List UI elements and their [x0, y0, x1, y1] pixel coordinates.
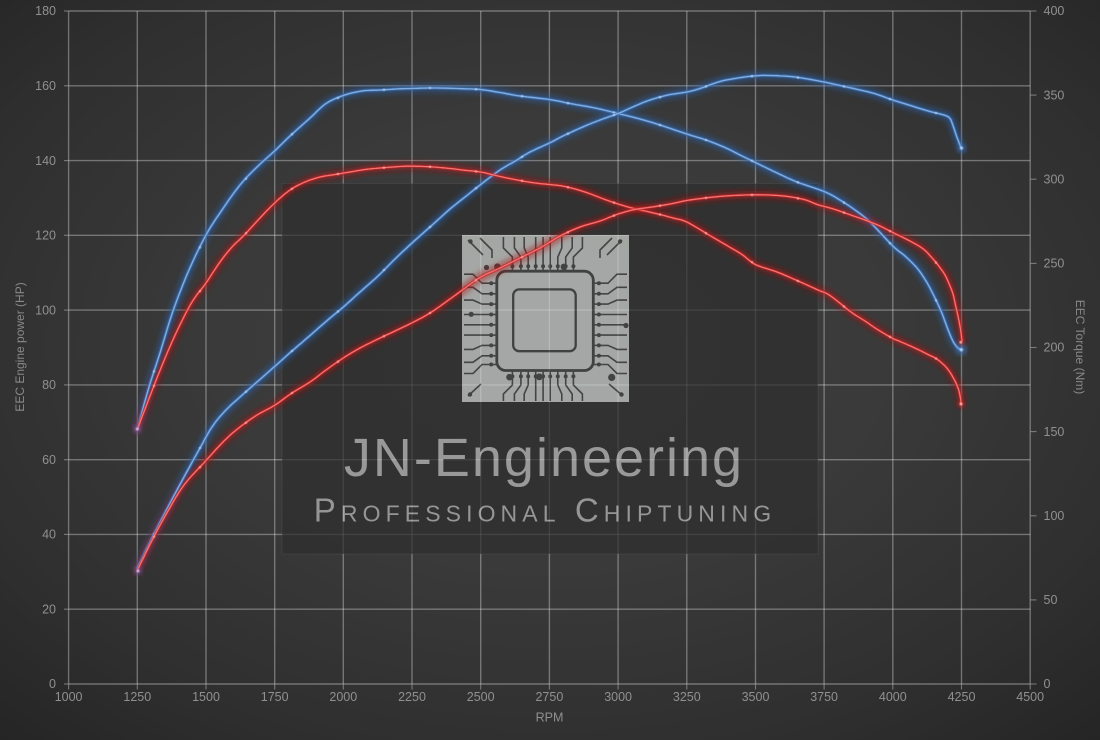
svg-text:160: 160	[35, 79, 56, 93]
svg-text:1000: 1000	[55, 690, 83, 704]
svg-text:50: 50	[1044, 593, 1058, 607]
svg-text:40: 40	[42, 528, 56, 542]
svg-text:4250: 4250	[948, 690, 976, 704]
svg-text:3000: 3000	[604, 690, 632, 704]
svg-text:180: 180	[35, 4, 56, 18]
svg-text:80: 80	[42, 378, 56, 392]
svg-text:3250: 3250	[673, 690, 701, 704]
svg-text:Professional Chiptuning: Professional Chiptuning	[314, 492, 776, 529]
svg-text:2750: 2750	[535, 690, 563, 704]
svg-text:400: 400	[1044, 4, 1065, 18]
svg-text:1750: 1750	[261, 690, 289, 704]
svg-text:100: 100	[35, 303, 56, 317]
svg-text:EEC Engine power (HP): EEC Engine power (HP)	[13, 282, 27, 411]
svg-text:150: 150	[1044, 425, 1065, 439]
svg-text:100: 100	[1044, 509, 1065, 523]
svg-text:120: 120	[35, 229, 56, 243]
svg-text:3500: 3500	[742, 690, 770, 704]
svg-text:350: 350	[1044, 88, 1065, 102]
svg-text:4500: 4500	[1016, 690, 1044, 704]
svg-text:1500: 1500	[192, 690, 220, 704]
svg-text:200: 200	[1044, 341, 1065, 355]
svg-text:0: 0	[49, 677, 56, 691]
svg-text:250: 250	[1044, 257, 1065, 271]
svg-text:0: 0	[1044, 677, 1051, 691]
svg-text:2250: 2250	[398, 690, 426, 704]
svg-text:2000: 2000	[329, 690, 357, 704]
svg-text:1250: 1250	[123, 690, 151, 704]
svg-text:EEC Torque (Nm): EEC Torque (Nm)	[1073, 300, 1087, 394]
svg-text:4000: 4000	[879, 690, 907, 704]
svg-text:JN-Engineering: JN-Engineering	[344, 428, 744, 488]
svg-text:140: 140	[35, 154, 56, 168]
svg-text:300: 300	[1044, 172, 1065, 186]
svg-text:20: 20	[42, 602, 56, 616]
svg-text:60: 60	[42, 453, 56, 467]
svg-text:RPM: RPM	[536, 711, 564, 725]
svg-text:3750: 3750	[810, 690, 838, 704]
svg-text:2500: 2500	[467, 690, 495, 704]
